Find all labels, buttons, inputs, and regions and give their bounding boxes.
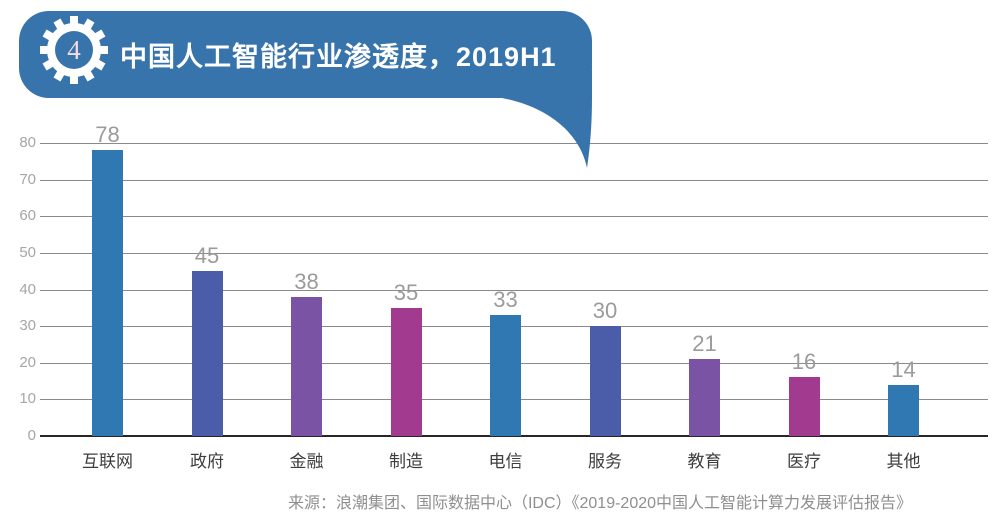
bar-value-label: 35 [393,279,419,305]
gridline [40,252,988,254]
bar-value-label: 16 [791,349,817,375]
y-tick-label: 50 [19,243,36,261]
y-tick-label: 80 [19,134,36,151]
bar-value-label: 38 [294,268,319,294]
x-category-label: 金融 [289,452,324,471]
y-tick-label: 20 [19,353,36,371]
bar-value-label: 45 [194,243,220,269]
bar [589,326,621,436]
y-tick-label: 30 [19,317,36,335]
gear-icon: 4 [38,14,110,86]
x-category-label: 政府 [190,452,224,471]
gear-tooth [70,16,78,28]
gridline [40,143,988,144]
bar [888,384,919,436]
x-category-label: 服务 [588,452,622,471]
x-category-label: 互联网 [82,452,133,471]
x-category-label: 其他 [886,452,921,471]
x-category-label: 医疗 [787,452,821,471]
x-category-label: 制造 [389,452,423,471]
bar-value-label: 21 [692,331,717,357]
y-tick-label: 0 [27,427,36,444]
bar-value-label: 30 [592,298,618,324]
bar [291,296,322,436]
bar [191,271,223,436]
gridline [40,216,988,218]
title-banner: 4 中国人工智能行业渗透度，2019H1 [19,11,592,98]
y-tick-label: 70 [19,170,36,188]
x-category-label: 教育 [687,452,722,471]
bar [490,315,521,436]
y-tick-label: 40 [19,280,36,298]
gridline [40,289,988,291]
y-tick-label: 60 [19,207,36,225]
bar [92,150,123,436]
bar [390,307,422,436]
bar-value-label: 33 [493,287,518,313]
bar-value-label: 14 [891,356,916,382]
bar [689,359,720,436]
page-title: 中国人工智能行业渗透度，2019H1 [120,42,557,72]
y-tick-label: 10 [19,390,36,408]
x-axis-line [40,435,988,437]
gear-tooth [70,72,78,84]
x-category-label: 电信 [488,452,523,471]
badge-number: 4 [67,35,81,65]
source-citation: 来源：浪潮集团、国际数据中心（IDC）《2019-2020中国人工智能计算力发展… [287,495,913,512]
gridline [40,179,988,181]
bar-value-label: 78 [95,122,120,148]
bar [788,377,820,436]
